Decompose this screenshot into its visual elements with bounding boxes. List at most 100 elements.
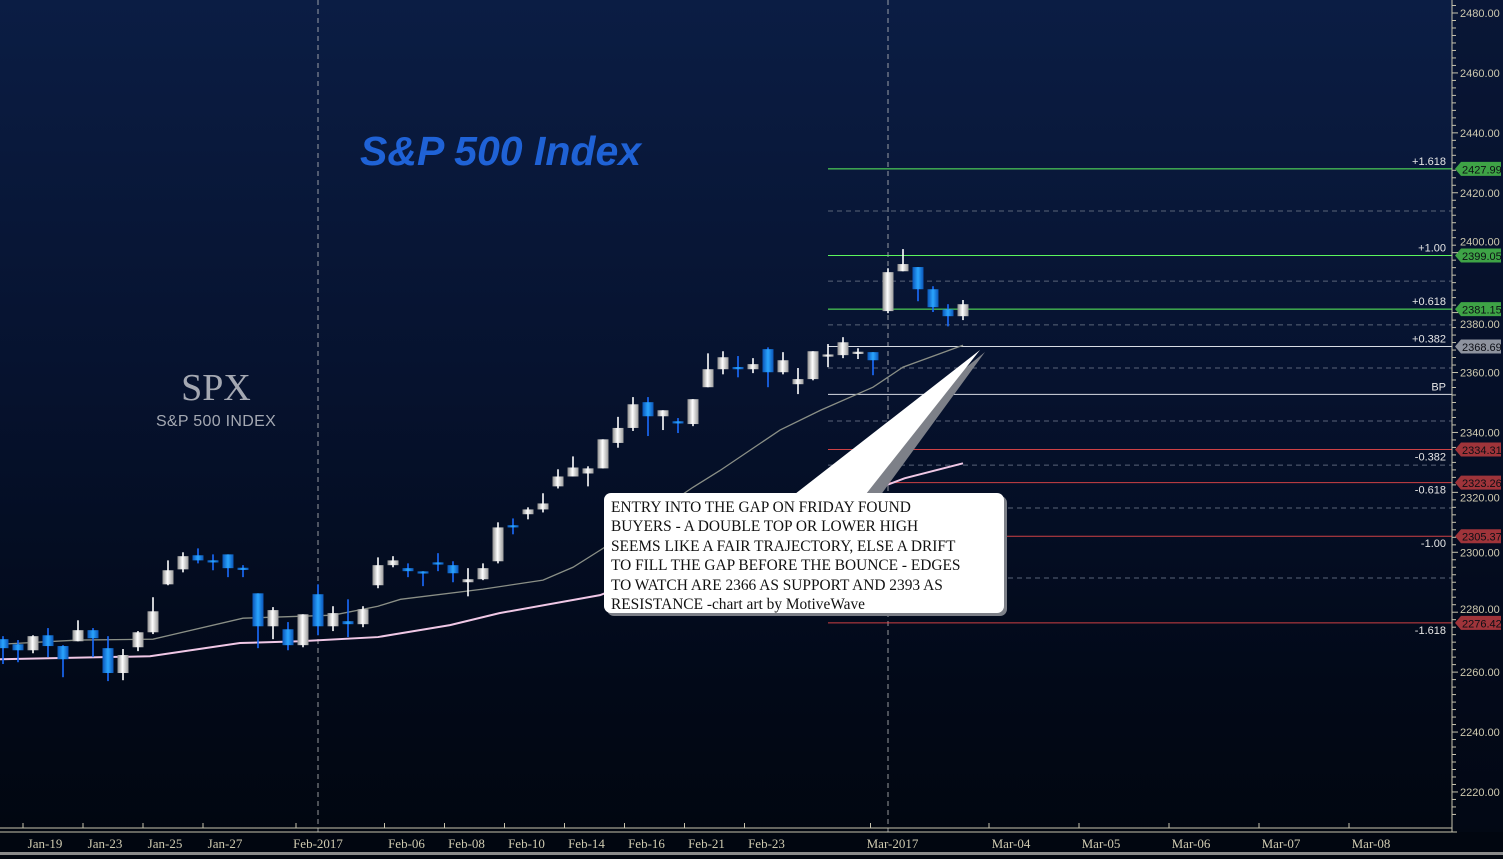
candle-body — [882, 272, 894, 312]
candle-up[interactable] — [357, 606, 369, 628]
candle-up[interactable] — [27, 635, 39, 654]
price-axis-panel — [1452, 0, 1503, 832]
time-axis-label: Mar-07 — [1262, 836, 1301, 851]
candle-up[interactable] — [117, 649, 129, 681]
time-axis-label: Mar-04 — [992, 836, 1031, 851]
candle-up[interactable] — [687, 399, 699, 427]
candle-down[interactable] — [417, 571, 429, 587]
price-axis-label: 2480.00 — [1460, 8, 1500, 20]
candle-up[interactable] — [297, 614, 309, 648]
candle-down[interactable] — [207, 554, 219, 571]
candle-up[interactable] — [882, 268, 894, 314]
candle-down[interactable] — [447, 561, 459, 583]
candle-down[interactable] — [237, 565, 249, 578]
candle-up[interactable] — [777, 352, 789, 375]
candle-down[interactable] — [12, 640, 24, 663]
time-axis-label: Mar-06 — [1172, 836, 1211, 851]
candle-down[interactable] — [432, 553, 444, 572]
candle-up[interactable] — [897, 249, 909, 272]
candle-up[interactable] — [372, 557, 384, 589]
price-axis-label: 2420.00 — [1460, 188, 1500, 200]
price-axis-label: 2360.00 — [1460, 368, 1500, 380]
candle-up[interactable] — [702, 353, 714, 388]
candle-up[interactable] — [627, 397, 639, 431]
candle-body — [192, 555, 204, 561]
candle-body — [252, 593, 264, 627]
candle-up[interactable] — [717, 351, 729, 375]
candle-down[interactable] — [0, 636, 9, 665]
candle-down[interactable] — [927, 286, 939, 313]
callout-pointer — [795, 350, 980, 494]
candle-down[interactable] — [42, 628, 54, 658]
candle-body — [957, 304, 969, 317]
candle-up[interactable] — [807, 351, 819, 381]
candle-up[interactable] — [822, 344, 834, 368]
candle-body — [117, 655, 129, 674]
candle-down[interactable] — [282, 622, 294, 651]
candle-up[interactable] — [792, 368, 804, 395]
candle-up[interactable] — [612, 416, 624, 448]
candle-down[interactable] — [732, 356, 744, 378]
candle-down[interactable] — [507, 518, 519, 535]
candle-down[interactable] — [672, 418, 684, 434]
candle-body — [312, 594, 324, 627]
candle-up[interactable] — [552, 469, 564, 489]
candle-down[interactable] — [312, 584, 324, 636]
candle-up[interactable] — [327, 606, 339, 632]
candle-up[interactable] — [597, 439, 609, 469]
time-axis-label: Feb-10 — [508, 836, 545, 851]
candle-up[interactable] — [462, 568, 474, 597]
price-axis-label: 2280.00 — [1460, 604, 1500, 616]
candle-up[interactable] — [267, 607, 279, 640]
candle-up[interactable] — [477, 563, 489, 581]
candle-body — [687, 399, 699, 425]
candle-body — [327, 613, 339, 627]
candle-body — [732, 367, 744, 370]
candle-body — [837, 342, 849, 356]
candle-body — [567, 467, 579, 477]
candle-down[interactable] — [402, 563, 414, 578]
candle-down[interactable] — [912, 267, 924, 302]
candle-down[interactable] — [342, 599, 354, 638]
fib-level-label: +0.382 — [1412, 333, 1446, 345]
candle-up[interactable] — [957, 300, 969, 321]
candle-down[interactable] — [102, 636, 114, 682]
candle-up[interactable] — [492, 522, 504, 564]
candle-up[interactable] — [132, 631, 144, 652]
fib-level-label: +1.00 — [1418, 243, 1446, 255]
candle-up[interactable] — [72, 620, 84, 642]
candle-down[interactable] — [57, 645, 69, 678]
candle-down[interactable] — [867, 352, 879, 376]
price-tag-value: 2334.31 — [1462, 445, 1502, 457]
candle-down[interactable] — [762, 347, 774, 388]
candle-up[interactable] — [537, 493, 549, 513]
candle-up[interactable] — [657, 410, 669, 431]
candle-body — [777, 360, 789, 373]
candle-down[interactable] — [252, 593, 264, 649]
candle-up[interactable] — [177, 552, 189, 573]
candle-body — [402, 568, 414, 572]
candle-body — [762, 349, 774, 373]
candle-down[interactable] — [192, 548, 204, 564]
candle-up[interactable] — [522, 507, 534, 520]
horizontal-scrollbar — [0, 852, 1503, 855]
candle-body — [612, 427, 624, 443]
candle-down[interactable] — [87, 628, 99, 658]
candle-body — [267, 610, 279, 627]
candle-up[interactable] — [387, 556, 399, 568]
candle-up[interactable] — [837, 337, 849, 359]
candle-body — [657, 410, 669, 417]
price-tag — [1455, 529, 1501, 544]
candle-body — [852, 351, 864, 354]
candle-up[interactable] — [147, 597, 159, 635]
candle-up[interactable] — [582, 466, 594, 487]
candle-up[interactable] — [747, 358, 759, 374]
candle-down[interactable] — [942, 304, 954, 327]
candle-up[interactable] — [567, 456, 579, 477]
candle-down[interactable] — [642, 397, 654, 437]
candle-up[interactable] — [852, 348, 864, 360]
candle-down[interactable] — [222, 554, 234, 578]
chart-title: S&P 500 Index — [360, 128, 642, 174]
candle-up[interactable] — [162, 560, 174, 586]
